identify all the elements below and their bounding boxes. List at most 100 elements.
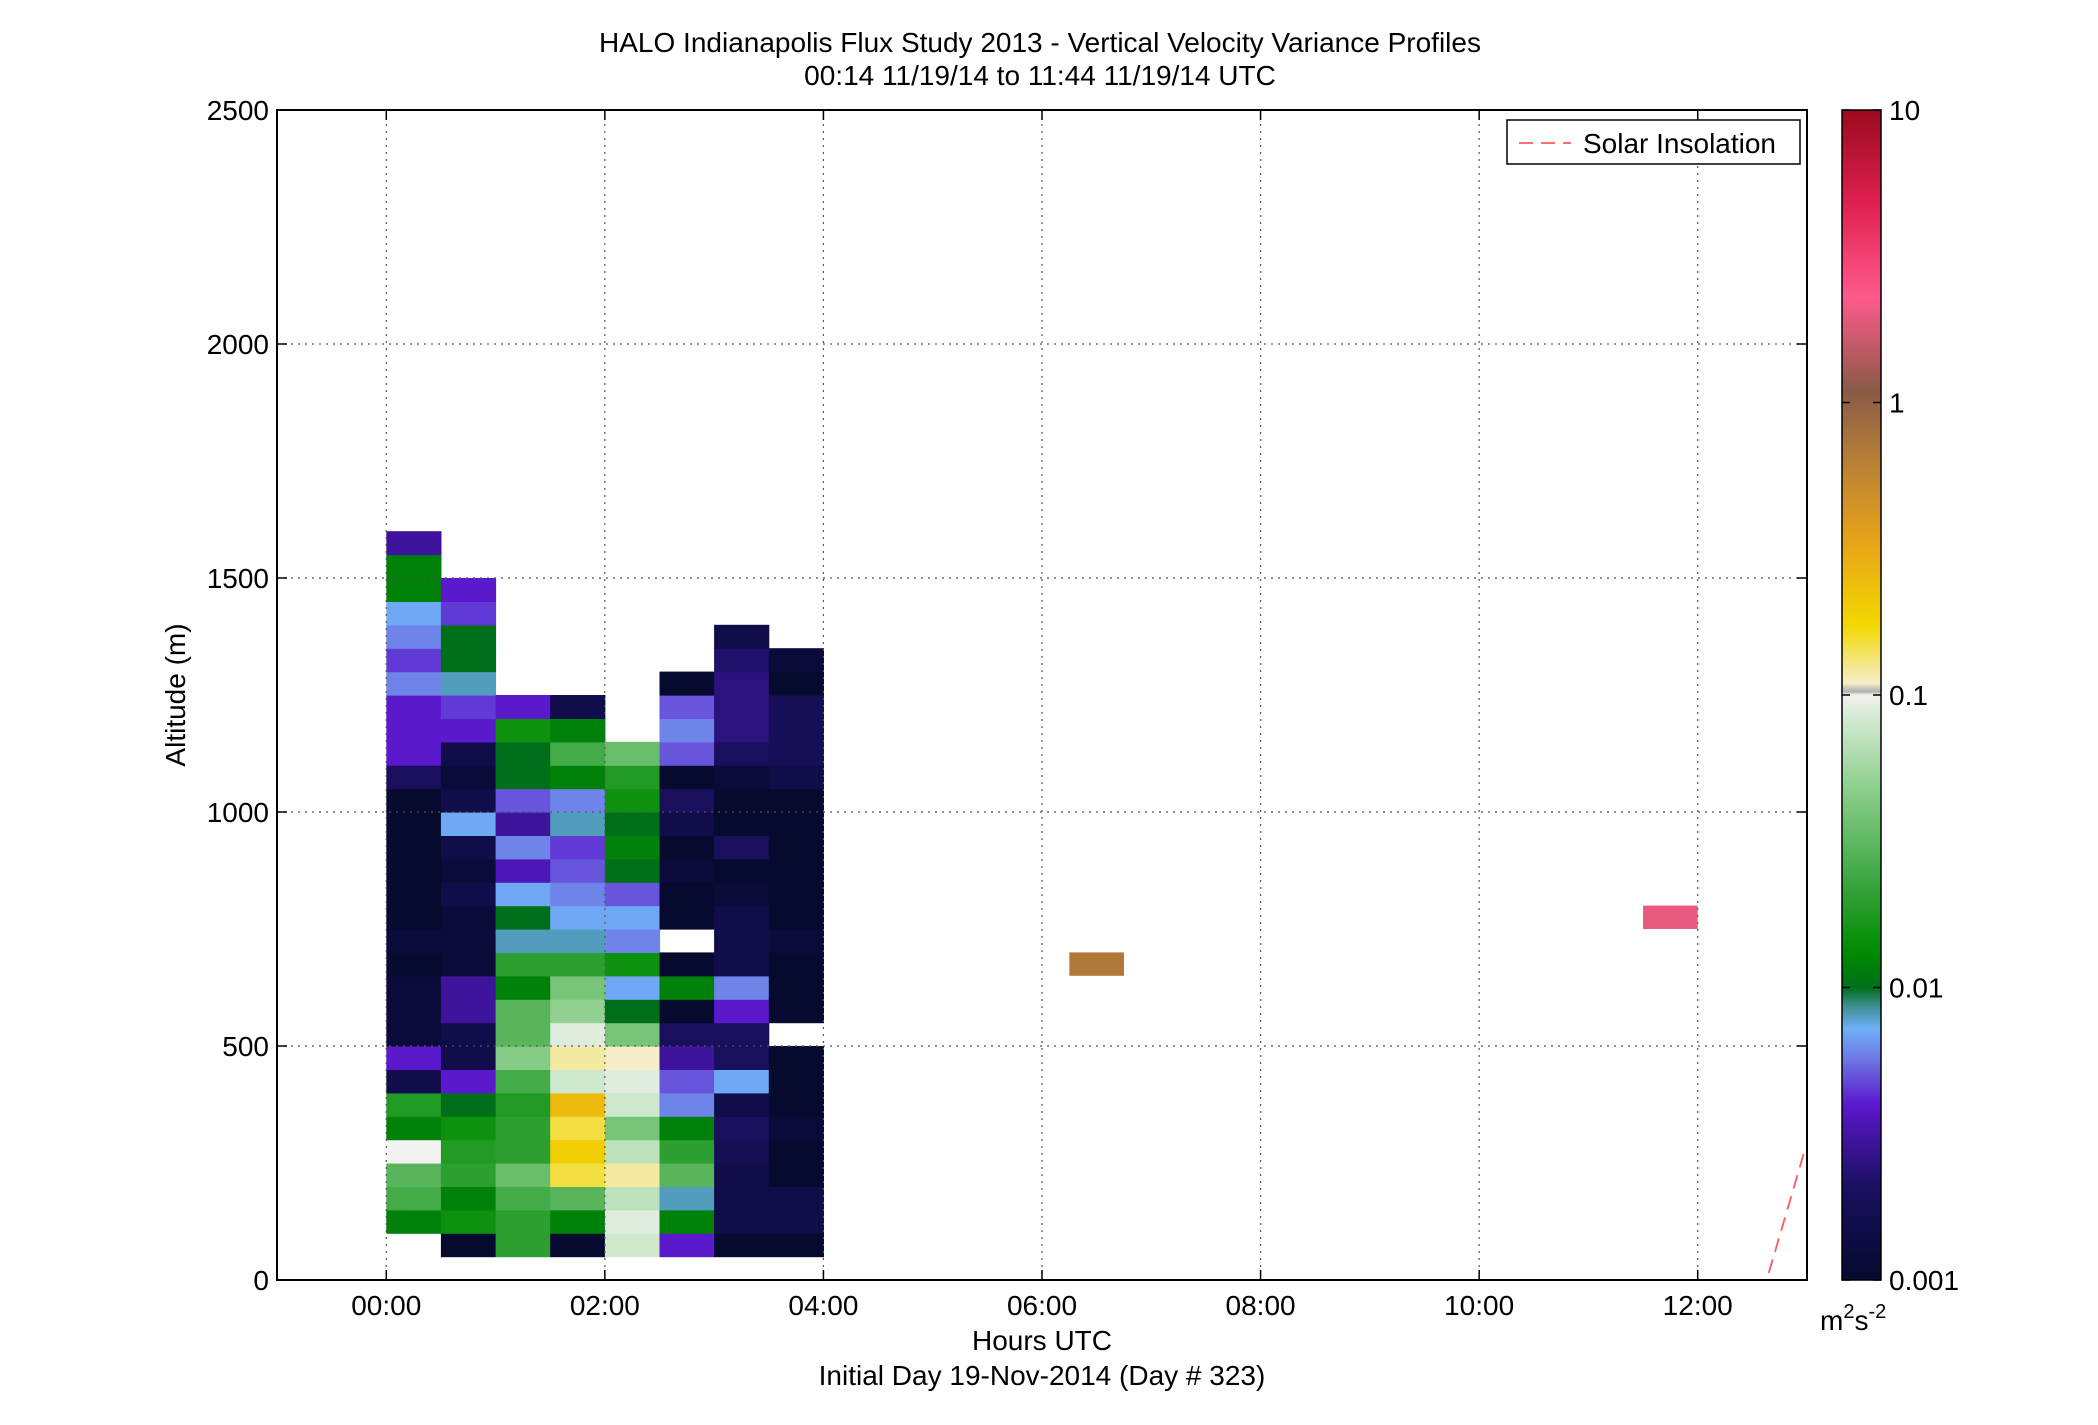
heatmap-cell [714, 952, 770, 977]
heatmap-cell [714, 1163, 770, 1187]
y-tick-label: 2500 [207, 95, 269, 126]
heatmap-cell [440, 671, 497, 696]
y-tick-label: 1000 [207, 797, 269, 828]
heatmap-cell [495, 858, 551, 883]
heatmap-cell [768, 1163, 824, 1187]
heatmap-cell [440, 1139, 497, 1164]
chart-title: HALO Indianapolis Flux Study 2013 - Vert… [599, 27, 1481, 58]
heatmap-cell [659, 695, 715, 719]
heatmap-cell [440, 765, 497, 790]
heatmap-cell [550, 741, 606, 766]
colorbar-tick-label: 1 [1889, 388, 1905, 419]
heatmap-cell [440, 929, 497, 953]
heatmap-cell [768, 1233, 824, 1258]
heatmap-cell [386, 812, 442, 836]
heatmap-cell [768, 765, 824, 790]
heatmap-cell [386, 1069, 442, 1094]
heatmap-cell [659, 882, 715, 907]
heatmap-cell [386, 1139, 442, 1164]
heatmap-cell [440, 1046, 497, 1070]
heatmap-cell [550, 1092, 606, 1117]
heatmap-cell [550, 905, 606, 930]
x-axis-ticks: 00:00 02:00 04:00 06:00 08:00 10:00 12:00 [351, 110, 1733, 1321]
heatmap-cell [440, 835, 497, 860]
y-tick-label: 2000 [207, 329, 269, 360]
heatmap-cell [386, 1046, 442, 1070]
x-tick-label: 04:00 [788, 1290, 858, 1321]
heatmap-cell [550, 1116, 606, 1141]
heatmap-cell [604, 858, 661, 883]
heatmap-cell [386, 905, 442, 930]
heatmap-cell [659, 1186, 715, 1211]
heatmap-cell [386, 1022, 442, 1047]
heatmap-cell [659, 835, 715, 860]
heatmap-cell [386, 858, 442, 883]
heatmap-cell [768, 905, 824, 930]
heatmap-cell [495, 1186, 551, 1211]
heatmap-cell [550, 1186, 606, 1211]
heatmap-cell [714, 1046, 770, 1070]
heatmap-cell [604, 999, 661, 1024]
heatmap-cell [440, 1209, 497, 1234]
x-tick-label: 02:00 [570, 1290, 640, 1321]
legend-box: Solar Insolation [1506, 119, 1801, 165]
heatmap-cell [550, 952, 606, 977]
heatmap-cell [386, 578, 442, 602]
heatmap-cell [659, 1233, 715, 1258]
heatmap-cell [440, 1069, 497, 1094]
heatmap-cell [604, 765, 661, 790]
heatmap-cell [768, 952, 824, 977]
heatmap-cell [440, 1186, 497, 1211]
heatmap-cell [768, 648, 824, 673]
heatmap-cell [604, 1069, 661, 1094]
heatmap-cell [386, 624, 442, 649]
heatmap-cell [768, 1046, 824, 1070]
heatmap-cell [440, 718, 497, 743]
heatmap-cell [714, 1092, 770, 1117]
heatmap-cell [768, 929, 824, 953]
heatmap-cell [604, 1186, 661, 1211]
heatmap-cell [659, 788, 715, 813]
x-tick-label: 08:00 [1226, 1290, 1296, 1321]
heatmap-cell [550, 1022, 606, 1047]
heatmap-cell [550, 718, 606, 743]
heatmap-cell [495, 812, 551, 836]
heatmap-cell [714, 1116, 770, 1141]
heatmap-cell [714, 671, 770, 696]
heatmap-cell [768, 788, 824, 813]
heatmap-cell [386, 741, 442, 766]
heatmap-cell [440, 741, 497, 766]
heatmap-cell [386, 601, 442, 626]
heatmap-cell [550, 1046, 606, 1070]
heatmap-cell [550, 695, 606, 719]
colorbar-unit-base: m [1820, 1305, 1843, 1336]
heatmap-cell [495, 882, 551, 907]
heatmap-cell [386, 695, 442, 719]
heatmap-cell [495, 718, 551, 743]
heatmap-cell [768, 1069, 824, 1094]
heatmap-cell [768, 671, 824, 696]
heatmap-cell [714, 1233, 770, 1258]
heatmap-cell [550, 1139, 606, 1164]
heatmap-cell [440, 648, 497, 673]
heatmap-cell [440, 624, 497, 649]
chart-subtitle: 00:14 11/19/14 to 11:44 11/19/14 UTC [804, 60, 1276, 91]
x-tick-label: 06:00 [1007, 1290, 1077, 1321]
heatmap-cell [440, 1116, 497, 1141]
heatmap-cell [714, 648, 770, 673]
heatmap-cell [495, 1209, 551, 1234]
heatmap-cell [550, 1069, 606, 1094]
heatmap-cell [604, 929, 661, 953]
heatmap-cell [768, 999, 824, 1024]
colorbar-unit-mid: s [1854, 1305, 1868, 1336]
heatmap-cell [604, 1092, 661, 1117]
heatmap-cell [386, 788, 442, 813]
heatmap-cell [714, 929, 770, 953]
heatmap-cell [495, 788, 551, 813]
solar-insolation-line [1767, 1153, 1805, 1274]
heatmap-cell [550, 788, 606, 813]
heatmap-cell [659, 1116, 715, 1141]
heatmap-cell [440, 578, 497, 602]
heatmap-cell [604, 812, 661, 836]
y-tick-label: 500 [222, 1031, 269, 1062]
